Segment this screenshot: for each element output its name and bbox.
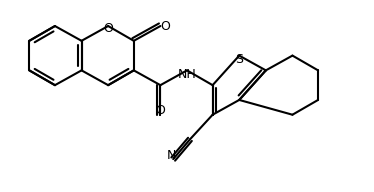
Text: O: O: [160, 20, 170, 32]
Text: O: O: [103, 22, 113, 36]
Text: N: N: [166, 149, 176, 162]
Text: NH: NH: [178, 68, 196, 81]
Text: O: O: [156, 104, 165, 117]
Text: S: S: [235, 53, 243, 66]
